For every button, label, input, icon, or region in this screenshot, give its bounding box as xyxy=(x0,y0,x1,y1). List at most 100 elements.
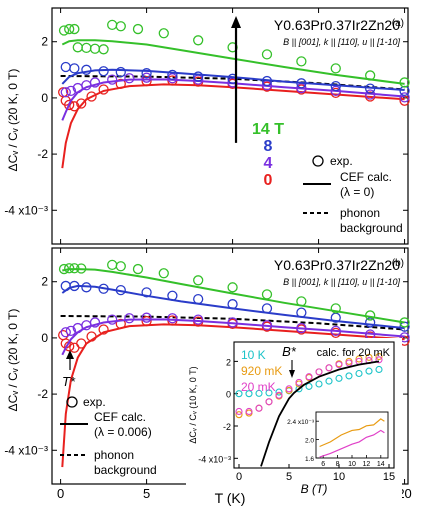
inset-point xyxy=(335,361,343,369)
exp-point-14T xyxy=(69,23,80,35)
exp-point-4T xyxy=(65,325,77,337)
y-tick-label: 0 xyxy=(41,331,48,345)
exp-point-4T xyxy=(60,87,71,98)
y-tick-label: 0 xyxy=(41,91,48,105)
exp-point-0T xyxy=(98,324,109,335)
exp-point-8T xyxy=(193,71,204,82)
exp-point-0T xyxy=(98,84,109,95)
inset-point xyxy=(245,407,253,416)
legend-exp-marker xyxy=(312,155,324,167)
exp-point-8T xyxy=(60,280,71,292)
legend-cef-lambda: (λ = 0.006) xyxy=(94,425,152,439)
exp-point-14T xyxy=(132,263,144,275)
exp-point-4T xyxy=(81,320,92,331)
exp-point-8T xyxy=(167,290,178,301)
inset-point xyxy=(235,407,243,416)
exp-point-4T xyxy=(167,73,178,84)
y-tick-label: -2 xyxy=(37,387,48,401)
exp-point-14T xyxy=(193,275,204,286)
legend-exp-label: exp. xyxy=(330,154,353,168)
exp-point-8T xyxy=(60,61,71,73)
exp-point-14T xyxy=(296,56,307,67)
y-axis-label-a: ΔCᵥ / Cᵥ (20 K, 0 T) xyxy=(6,69,20,172)
inset-point xyxy=(295,378,303,386)
x-axis-label: T (K) xyxy=(215,490,246,506)
inset-point xyxy=(255,389,263,397)
inset2-x-tick-label: 6 xyxy=(321,461,325,468)
exp-point-8T xyxy=(115,66,126,78)
exp-point-0T xyxy=(115,78,126,90)
exp-point-8T xyxy=(193,293,204,305)
exp-point-14T xyxy=(365,70,376,81)
legend-phonon-label-2: background xyxy=(94,463,157,477)
exp-point-8T xyxy=(261,303,273,314)
inset-point xyxy=(275,391,283,399)
exp-point-14T xyxy=(64,263,75,274)
exp-point-4T xyxy=(89,77,101,88)
exp-point-4T xyxy=(81,80,92,91)
exp-point-0T xyxy=(86,331,97,342)
exp-point-8T xyxy=(141,68,152,79)
cef-calc-line-4T xyxy=(61,318,405,356)
inset-frame xyxy=(233,341,395,469)
inset-legend-label: 920 mK xyxy=(241,364,282,378)
inset-y-tick-label: 2 xyxy=(226,357,231,367)
inset-calc-line xyxy=(260,360,380,467)
exp-point-4T xyxy=(399,332,410,343)
y-tick-label: 2 xyxy=(41,275,48,289)
exp-point-14T xyxy=(261,289,273,300)
exp-point-4T xyxy=(227,317,238,328)
inset-x-axis-label: B (T) xyxy=(301,482,328,496)
y-tick-label: 2 xyxy=(41,35,48,49)
inset-point xyxy=(355,355,363,363)
exp-point-14T xyxy=(72,42,83,53)
exp-point-8T xyxy=(69,280,80,292)
exp-point-4T xyxy=(107,314,118,325)
inset2-series-line xyxy=(319,429,385,458)
exp-point-4T xyxy=(330,85,341,97)
exp-point-4T xyxy=(399,92,410,103)
legend-cef-label: CEF calc. xyxy=(340,170,392,184)
exp-point-14T xyxy=(365,310,376,321)
cef-calc-line-0T xyxy=(61,323,405,468)
exp-point-4T xyxy=(365,89,376,100)
panel-label: (a) xyxy=(392,18,404,29)
exp-point-0T xyxy=(86,91,97,102)
exp-point-14T xyxy=(132,23,144,35)
exp-point-4T xyxy=(124,73,135,84)
exp-point-0T xyxy=(69,101,80,112)
y-tick-label: -2 xyxy=(37,147,48,161)
exp-point-14T xyxy=(399,77,410,88)
exp-point-0T xyxy=(76,338,87,349)
inset-point xyxy=(305,382,313,390)
exp-point-4T xyxy=(65,85,77,97)
exp-point-14T xyxy=(107,259,118,271)
inset-title: calc. for 20 mK xyxy=(317,347,391,359)
inset-y-tick-label: 0 xyxy=(226,390,231,400)
exp-point-14T xyxy=(227,282,238,293)
inset2-y-tick-label: 1.6 xyxy=(305,456,314,463)
exp-point-4T xyxy=(124,313,135,324)
exp-point-8T xyxy=(365,317,376,328)
panel-label: (b) xyxy=(392,258,404,269)
exp-point-14T xyxy=(296,296,307,307)
exp-point-4T xyxy=(89,317,101,328)
inset-point xyxy=(345,372,353,380)
exp-point-14T xyxy=(81,42,92,54)
panel-subtitle: B || [001], k || [110], u || [1-10] xyxy=(283,37,400,47)
exp-point-8T xyxy=(261,75,273,87)
legend-exp-label: exp. xyxy=(83,395,106,409)
exp-point-4T xyxy=(330,325,341,337)
inset-point xyxy=(235,390,243,398)
exp-point-8T xyxy=(69,63,80,74)
inset-point xyxy=(365,353,373,361)
inset-point xyxy=(255,404,263,412)
exp-point-14T xyxy=(107,19,118,31)
exp-point-8T xyxy=(141,287,152,298)
panel-a: -4 x10⁻³ -2 0 2 Y0.63Pr0.37Ir2Zn20 B || [001]… xyxy=(4,7,410,245)
tstar-annotation: T* xyxy=(62,374,76,389)
inset-legend-label: 10 K xyxy=(241,348,266,362)
inset-point xyxy=(325,377,333,385)
exp-point-8T xyxy=(296,307,307,318)
